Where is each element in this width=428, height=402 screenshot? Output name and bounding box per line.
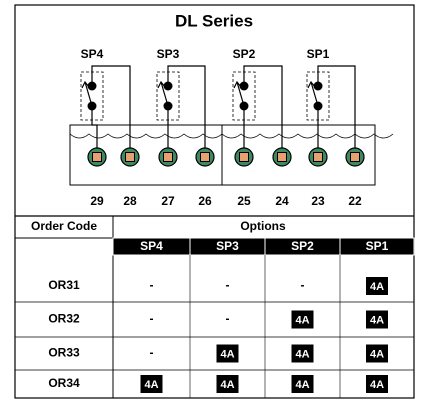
option-value: 4A bbox=[220, 348, 234, 360]
option-value: - bbox=[150, 278, 154, 292]
option-value: - bbox=[226, 278, 230, 292]
option-value: 4A bbox=[220, 379, 234, 391]
wire bbox=[91, 65, 131, 148]
terminal-screw bbox=[239, 152, 249, 162]
wire bbox=[167, 65, 206, 148]
wire bbox=[243, 65, 283, 148]
contact bbox=[313, 101, 323, 111]
contact bbox=[313, 81, 323, 91]
column-header-cell bbox=[339, 237, 415, 256]
option-value: 4A bbox=[370, 314, 384, 326]
switch-label: SP1 bbox=[307, 47, 330, 61]
terminal-screw bbox=[350, 152, 360, 162]
option-badge bbox=[216, 375, 239, 393]
column-header: SP2 bbox=[291, 239, 314, 253]
order-code: OR33 bbox=[48, 346, 80, 360]
terminal-number: 26 bbox=[198, 194, 212, 208]
option-value: - bbox=[301, 278, 305, 292]
switch-label: SP4 bbox=[81, 47, 104, 61]
terminal-number: 24 bbox=[275, 194, 289, 208]
terminal-number: 23 bbox=[311, 194, 325, 208]
contact bbox=[239, 101, 249, 111]
terminal-number: 28 bbox=[123, 194, 137, 208]
contact bbox=[87, 81, 97, 91]
order-code: OR32 bbox=[48, 312, 80, 326]
option-value: 4A bbox=[295, 379, 309, 391]
outer-border bbox=[14, 4, 415, 399]
option-value: 4A bbox=[370, 379, 384, 391]
terminal-screw bbox=[313, 152, 323, 162]
option-badge bbox=[216, 344, 239, 363]
order-code: OR34 bbox=[48, 376, 80, 390]
contact bbox=[163, 81, 173, 91]
table-header: Order Code bbox=[31, 219, 97, 233]
option-badge bbox=[366, 277, 388, 295]
terminal-screw bbox=[92, 152, 102, 162]
option-badge bbox=[291, 375, 314, 393]
option-value: - bbox=[226, 312, 230, 326]
option-badge bbox=[291, 344, 314, 363]
switch-label: SP2 bbox=[233, 47, 256, 61]
terminal-screw bbox=[163, 152, 173, 162]
option-badge bbox=[366, 375, 388, 393]
terminal-screw bbox=[200, 152, 210, 162]
contact bbox=[239, 81, 249, 91]
column-header: SP3 bbox=[216, 239, 239, 253]
title: DL Series bbox=[175, 11, 253, 30]
column-header: SP4 bbox=[140, 239, 163, 253]
terminal-number: 22 bbox=[348, 194, 362, 208]
option-value: 4A bbox=[295, 314, 309, 326]
terminal-number: 29 bbox=[90, 194, 104, 208]
contact bbox=[163, 101, 173, 111]
table-header: Options bbox=[240, 219, 286, 233]
wire bbox=[91, 106, 98, 148]
option-badge bbox=[366, 310, 388, 329]
terminal-screw bbox=[125, 152, 135, 162]
wire bbox=[317, 65, 356, 148]
terminal-screw bbox=[277, 152, 287, 162]
option-value: 4A bbox=[370, 348, 384, 360]
option-value: - bbox=[150, 346, 154, 360]
order-code: OR31 bbox=[48, 278, 80, 292]
option-value: 4A bbox=[370, 281, 384, 293]
option-value: - bbox=[150, 312, 154, 326]
option-badge bbox=[291, 310, 314, 329]
option-badge bbox=[366, 344, 388, 363]
option-badge bbox=[140, 375, 163, 393]
column-header: SP1 bbox=[366, 239, 389, 253]
option-value: 4A bbox=[295, 348, 309, 360]
contact bbox=[87, 101, 97, 111]
terminal-number: 25 bbox=[237, 194, 251, 208]
terminal-number: 27 bbox=[161, 194, 175, 208]
block-wave bbox=[69, 133, 394, 139]
option-value: 4A bbox=[144, 379, 158, 391]
switch-label: SP3 bbox=[157, 47, 180, 61]
